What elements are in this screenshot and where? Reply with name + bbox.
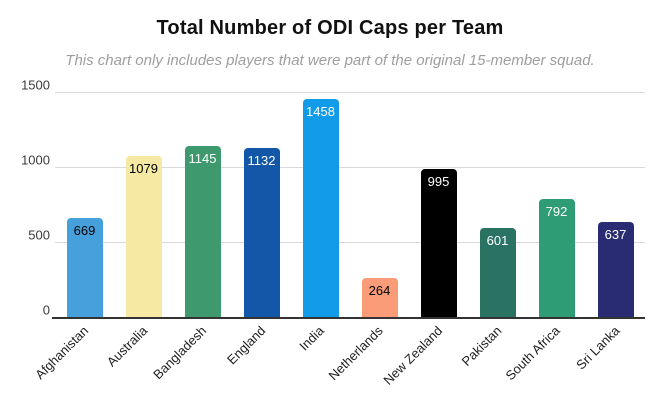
chart-subtitle: This chart only includes players that we… bbox=[65, 52, 595, 69]
bar-value-label: 1132 bbox=[247, 153, 276, 169]
bar-value-label: 601 bbox=[486, 232, 509, 248]
bar-slot: 1079 bbox=[114, 156, 173, 318]
bar-sri-lanka[interactable]: 637 bbox=[597, 222, 634, 318]
x-axis-label-india: India bbox=[296, 323, 328, 354]
bar-australia[interactable]: 1079 bbox=[125, 156, 162, 318]
y-tick-label: 1000 bbox=[21, 152, 50, 168]
bar-value-label: 1079 bbox=[129, 161, 158, 177]
bar-value-label: 637 bbox=[604, 227, 627, 243]
x-axis-label-england: England bbox=[223, 323, 269, 368]
x-axis-label-new-zealand: New Zealand bbox=[380, 323, 446, 388]
bar-value-label: 264 bbox=[368, 283, 391, 299]
bar-slot: 669 bbox=[55, 217, 114, 318]
y-axis: 0 500 1000 1500 bbox=[0, 78, 50, 318]
bar-slot: 995 bbox=[409, 168, 468, 318]
gridline-500 bbox=[55, 242, 645, 243]
bar-bangladesh[interactable]: 1145 bbox=[184, 146, 221, 318]
bar-pakistan[interactable]: 601 bbox=[479, 227, 516, 318]
x-axis-label-afghanistan: Afghanistan bbox=[31, 323, 92, 383]
x-axis-label-bangladesh: Bangladesh bbox=[149, 323, 210, 383]
bar-slot: 601 bbox=[468, 227, 527, 318]
bar-slot: 1458 bbox=[291, 99, 350, 318]
bar-slot: 1132 bbox=[232, 148, 291, 318]
bar-value-label: 1458 bbox=[306, 104, 335, 120]
bar-value-label: 995 bbox=[427, 173, 450, 189]
y-tick-label: 0 bbox=[42, 302, 50, 318]
y-tick-label: 1500 bbox=[21, 77, 50, 93]
bar-slot: 264 bbox=[350, 278, 409, 318]
x-axis-label-pakistan: Pakistan bbox=[458, 323, 505, 369]
bar-slot: 1145 bbox=[173, 146, 232, 318]
y-tick-label: 500 bbox=[28, 227, 50, 243]
bar-new-zealand[interactable]: 995 bbox=[420, 168, 457, 318]
bar-south-africa[interactable]: 792 bbox=[538, 199, 575, 318]
gridline-1000 bbox=[55, 167, 645, 168]
bar-netherlands[interactable]: 264 bbox=[361, 278, 398, 318]
bar-series: 669 1079 1145 1132 1458 264 995 601 792 637 bbox=[55, 93, 645, 318]
gridline-1500 bbox=[55, 92, 645, 93]
bar-slot: 792 bbox=[527, 199, 586, 318]
chart-title: Total Number of ODI Caps per Team bbox=[156, 17, 504, 39]
bar-india[interactable]: 1458 bbox=[302, 99, 339, 318]
bar-slot: 637 bbox=[586, 222, 645, 318]
x-axis: Afghanistan Australia Bangladesh England Ind… bbox=[32, 321, 645, 408]
bar-value-label: 669 bbox=[73, 222, 96, 238]
bar-value-label: 792 bbox=[545, 204, 568, 220]
x-axis-line bbox=[52, 317, 645, 319]
x-axis-label-sri-lanka: Sri Lanka bbox=[572, 323, 623, 373]
x-axis-label-netherlands: Netherlands bbox=[325, 323, 387, 384]
bar-value-label: 1145 bbox=[188, 151, 217, 167]
x-axis-label-australia: Australia bbox=[103, 323, 151, 370]
bar-england[interactable]: 1132 bbox=[243, 148, 280, 318]
bar-afghanistan[interactable]: 669 bbox=[66, 217, 103, 318]
x-axis-label-south-africa: South Africa bbox=[502, 323, 564, 384]
plot-area: 669 1079 1145 1132 1458 264 995 601 792 637 bbox=[52, 92, 645, 319]
